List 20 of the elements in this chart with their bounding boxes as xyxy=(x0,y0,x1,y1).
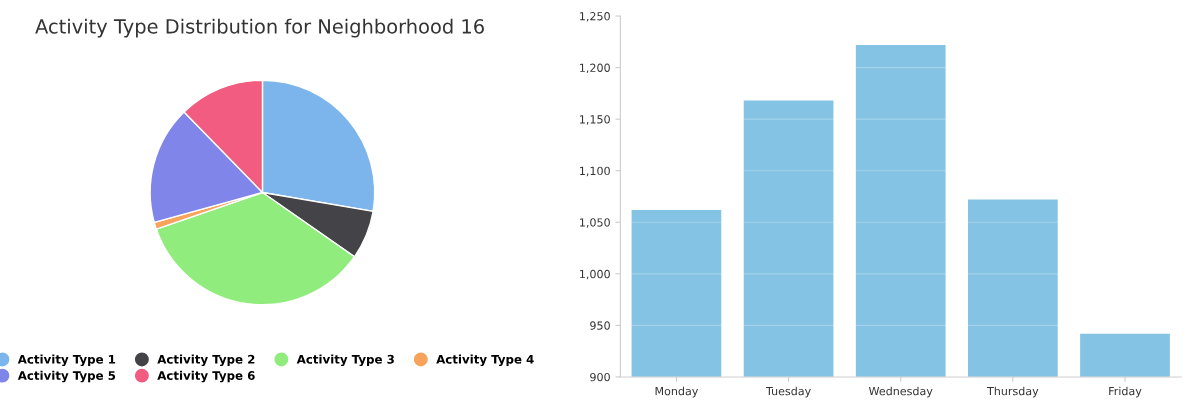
chart-title: Activity Type Distribution for Neighborhood 16 xyxy=(35,18,484,38)
y-tick-label: 900 xyxy=(590,372,610,382)
legend-label: Activity Type 6 xyxy=(157,370,255,383)
legend-label: Activity Type 5 xyxy=(17,370,116,383)
legend-label: Activity Type 3 xyxy=(296,354,394,367)
x-tick-label: Thursday xyxy=(986,386,1039,398)
x-tick-label: Friday xyxy=(1109,386,1142,398)
legend-label: Activity Type 1 xyxy=(17,354,116,367)
y-tick-label: 950 xyxy=(590,321,610,330)
y-tick-label: 1,050 xyxy=(580,218,610,228)
legend-label: Activity Type 2 xyxy=(157,354,255,367)
legend-label: Activity Type 4 xyxy=(436,354,534,367)
x-tick-label: Monday xyxy=(655,386,699,398)
y-tick-label: 1,200 xyxy=(580,63,610,74)
y-tick-label: 1,150 xyxy=(580,115,610,125)
x-tick-label: Tuesday xyxy=(765,386,811,398)
x-tick-label: Wednesday xyxy=(868,386,933,398)
y-tick-label: 1,100 xyxy=(580,166,610,177)
y-tick-label: 1,250 xyxy=(580,12,610,22)
y-tick-label: 1,000 xyxy=(580,269,610,280)
